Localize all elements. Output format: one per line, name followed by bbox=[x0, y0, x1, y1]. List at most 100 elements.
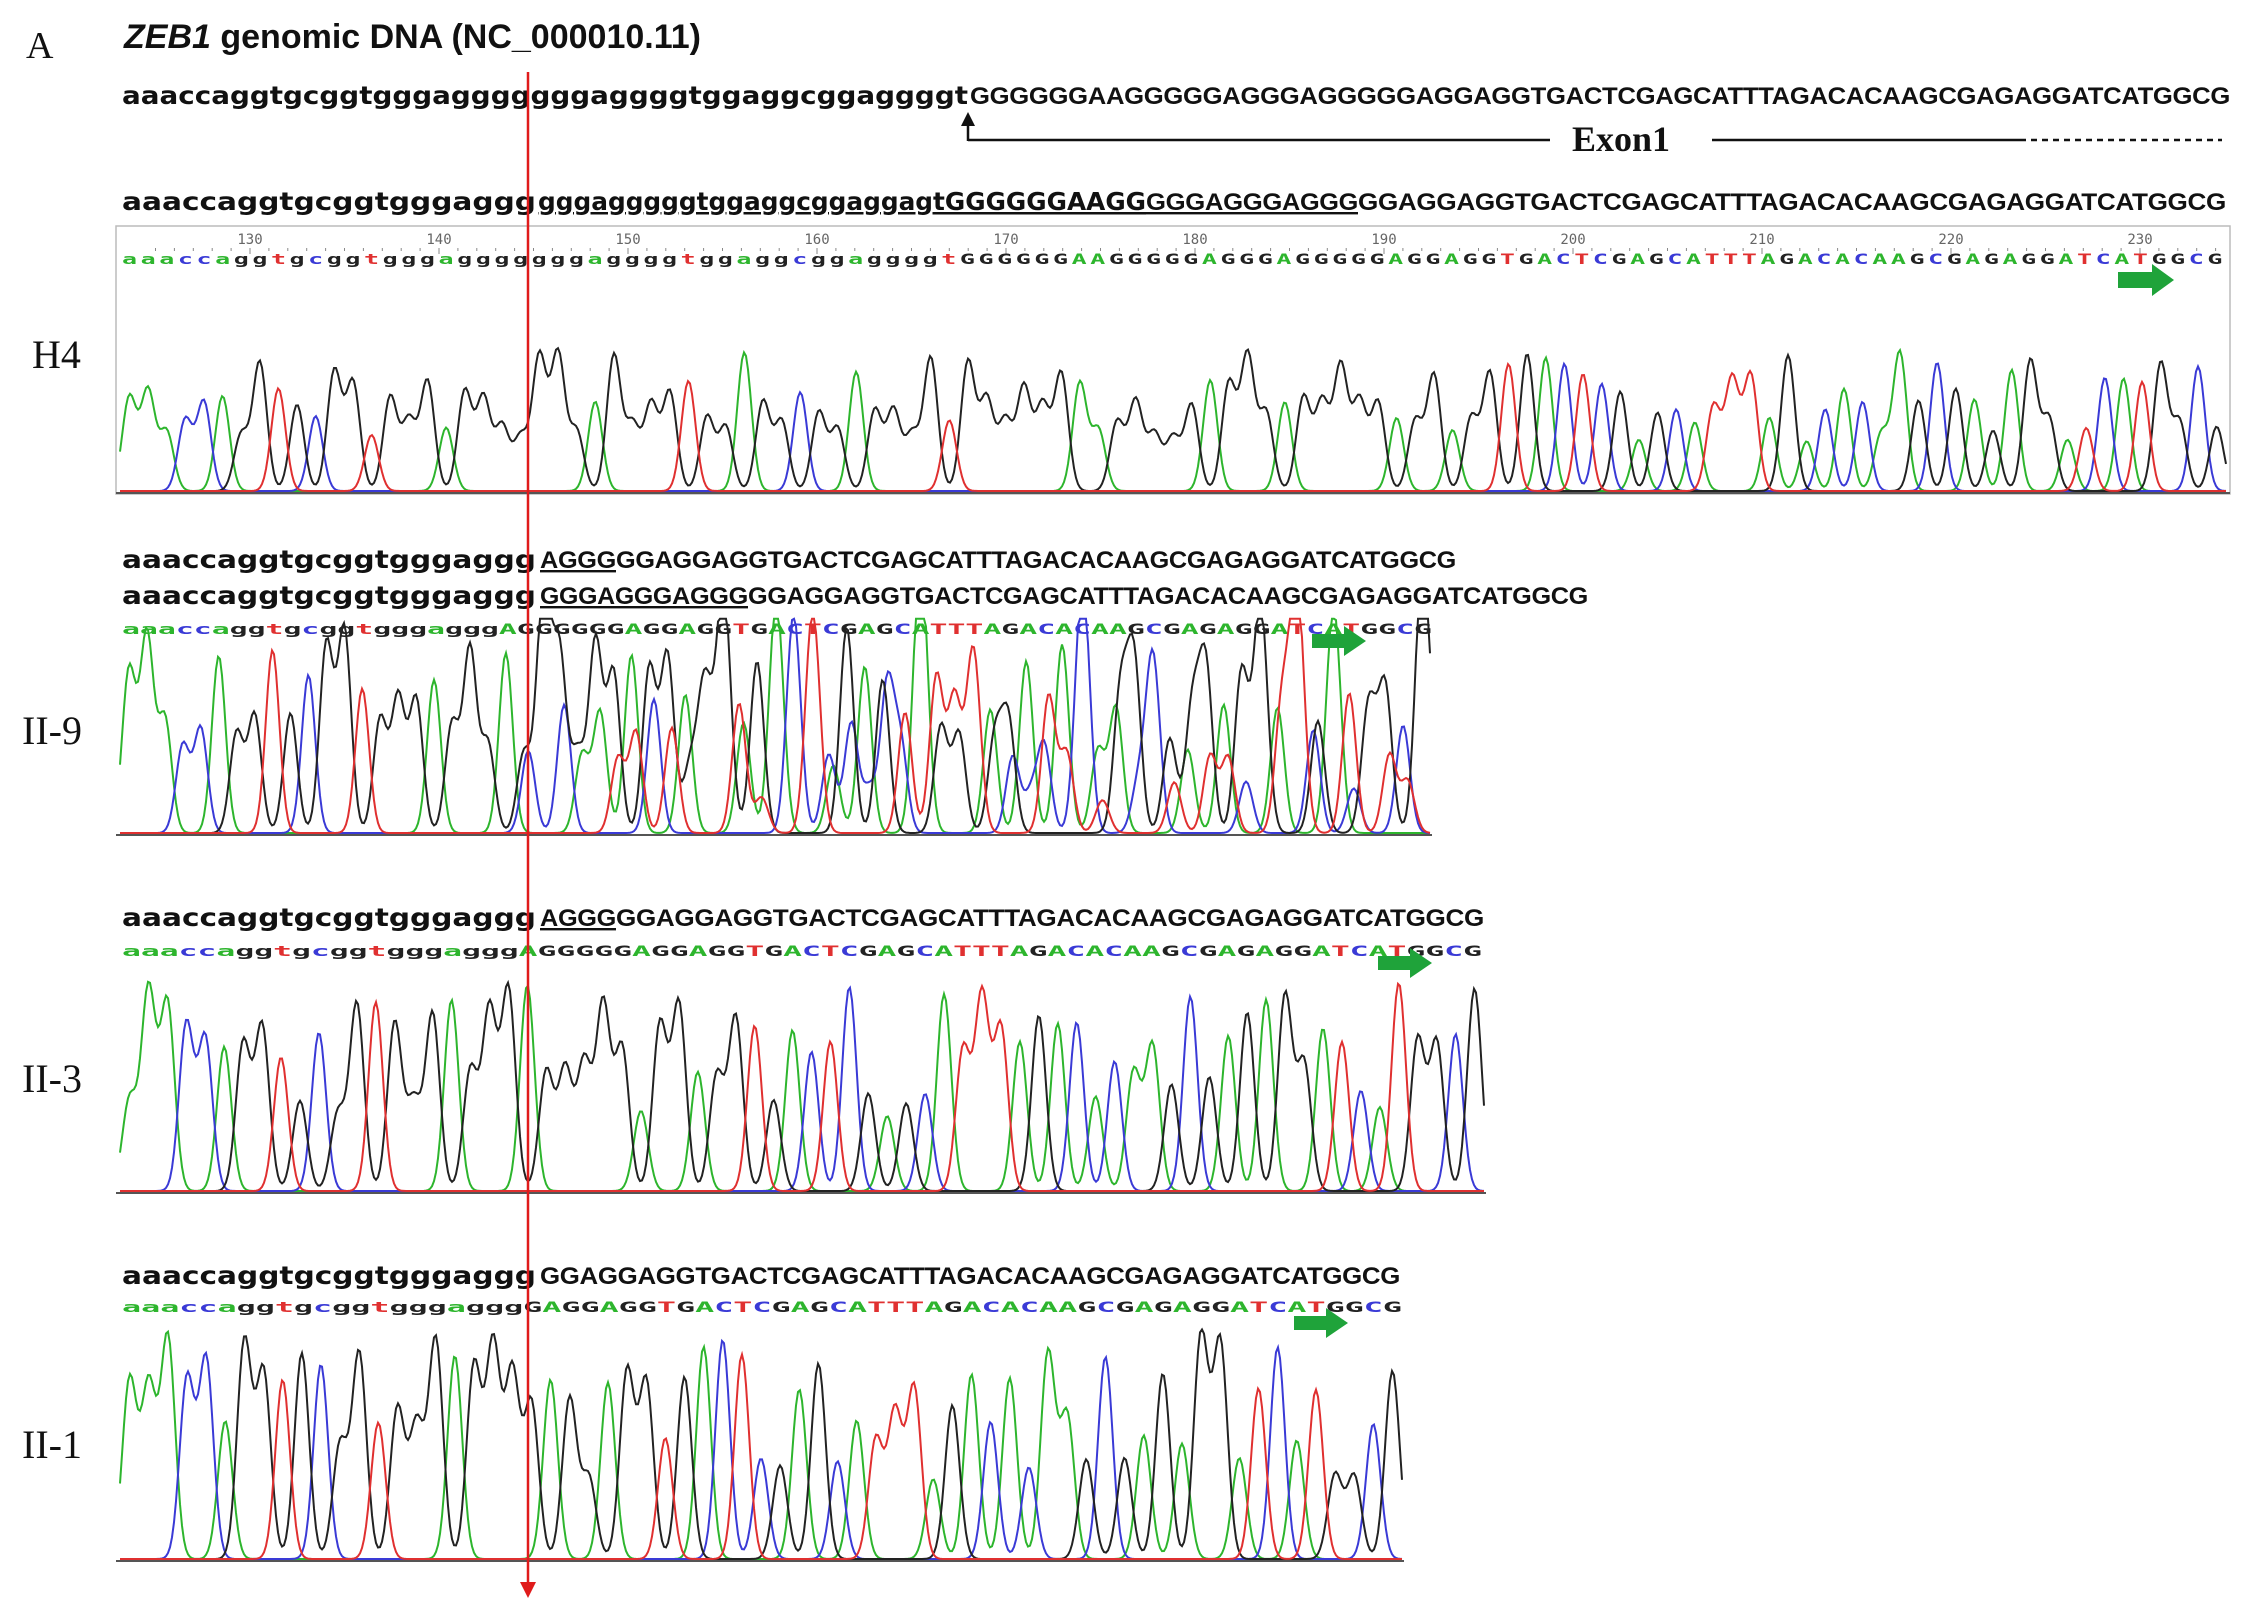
called-base: g bbox=[662, 252, 681, 268]
called-base: a bbox=[439, 252, 458, 268]
called-base: g bbox=[230, 622, 248, 638]
called-base: T bbox=[1723, 252, 1742, 268]
called-base: g bbox=[386, 944, 405, 960]
called-base: c bbox=[792, 252, 811, 268]
called-base: A bbox=[1218, 944, 1238, 960]
called-base: c bbox=[198, 1300, 217, 1316]
called-base: G bbox=[1360, 622, 1378, 638]
called-base: g bbox=[256, 1300, 275, 1316]
called-base: T bbox=[965, 622, 983, 638]
called-base: G bbox=[581, 1300, 600, 1316]
called-base: C bbox=[1096, 1300, 1115, 1316]
called-base: G bbox=[660, 622, 678, 638]
called-base: g bbox=[885, 252, 904, 268]
called-base: a bbox=[158, 622, 176, 638]
called-base: G bbox=[1183, 252, 1202, 268]
called-base: t bbox=[368, 944, 387, 960]
called-base: g bbox=[235, 944, 254, 960]
ii1-atg-arrow-icon bbox=[1294, 1308, 1348, 1338]
ii3-trace bbox=[119, 979, 1485, 1193]
called-base: A bbox=[1537, 252, 1556, 268]
called-base: g bbox=[904, 252, 923, 268]
called-base: G bbox=[556, 944, 575, 960]
ii1-seq-prefix: aaaccaggtgcggtgggaggg bbox=[122, 1261, 536, 1290]
called-base: A bbox=[624, 622, 643, 638]
ruler-number: 210 bbox=[1749, 232, 1774, 248]
called-base: g bbox=[811, 252, 830, 268]
h4-red-segment: GGGAGGG bbox=[1146, 189, 1282, 216]
called-base: T bbox=[732, 622, 750, 638]
called-base: G bbox=[726, 944, 745, 960]
ii1-trace bbox=[119, 1327, 1403, 1560]
called-base: G bbox=[1293, 944, 1312, 960]
called-base: G bbox=[1258, 252, 1277, 268]
called-base: C bbox=[829, 1300, 848, 1316]
called-base: A bbox=[2058, 252, 2077, 268]
called-base: T bbox=[972, 944, 991, 960]
trace-t bbox=[120, 1350, 1402, 1560]
called-base: T bbox=[804, 622, 822, 638]
called-base: g bbox=[476, 252, 495, 268]
called-base: A bbox=[1312, 944, 1332, 960]
h4-position-ruler: 130 140 150 160 170 180 190 200 210 220 230 bbox=[155, 232, 2217, 254]
called-base: G bbox=[561, 1300, 580, 1316]
called-base: T bbox=[1742, 252, 1761, 268]
called-base: C bbox=[2189, 252, 2208, 268]
called-base: T bbox=[745, 944, 764, 960]
called-base: A bbox=[983, 622, 1002, 638]
called-base: t bbox=[271, 252, 290, 268]
called-base: A bbox=[695, 1300, 715, 1316]
called-base: T bbox=[1574, 252, 1593, 268]
trace-c bbox=[120, 1338, 1403, 1560]
called-base: T bbox=[905, 1300, 924, 1316]
ruler-number: 220 bbox=[1938, 232, 1963, 248]
trace-a bbox=[119, 347, 2226, 493]
called-base: g bbox=[755, 252, 774, 268]
ii1-chromatogram-panel: aaaccaggtgcggtgggagggGAGGAGGTGACTCGAGCAT… bbox=[116, 1300, 1404, 1562]
called-base: G bbox=[1034, 252, 1053, 268]
called-base: g bbox=[248, 622, 266, 638]
called-base: T bbox=[821, 944, 840, 960]
called-base: G bbox=[1239, 252, 1258, 268]
called-base: G bbox=[772, 1300, 791, 1316]
called-base: a bbox=[216, 944, 235, 960]
called-base: g bbox=[867, 252, 886, 268]
called-base: G bbox=[2170, 252, 2189, 268]
called-base: t bbox=[364, 252, 383, 268]
trace-g bbox=[120, 1327, 1403, 1560]
called-base: a bbox=[212, 622, 230, 638]
called-base: C bbox=[1037, 622, 1055, 638]
called-base: g bbox=[569, 252, 588, 268]
called-base: c bbox=[194, 622, 212, 638]
called-base: A bbox=[2003, 252, 2022, 268]
called-base: T bbox=[733, 1300, 752, 1316]
called-base: t bbox=[275, 1300, 294, 1316]
called-base: C bbox=[1104, 944, 1123, 960]
h4-red-line: GGGAGGG bbox=[1146, 189, 1282, 216]
called-base: g bbox=[462, 944, 481, 960]
trace-a bbox=[119, 617, 1430, 835]
called-base: a bbox=[122, 622, 140, 638]
called-base: G bbox=[1146, 252, 1165, 268]
sample-label-h4: H4 bbox=[32, 332, 81, 377]
called-base: G bbox=[896, 944, 915, 960]
called-base: A bbox=[1181, 622, 1200, 638]
sample-label-ii3: II-3 bbox=[22, 1056, 82, 1101]
sample-label-ii1: II-1 bbox=[22, 1422, 82, 1467]
ruler-number: 170 bbox=[993, 232, 1018, 248]
ii9-seq1: aaaccaggtgcggtgggaggg bbox=[122, 545, 536, 574]
called-base: G bbox=[553, 622, 571, 638]
called-base: A bbox=[848, 1300, 868, 1316]
called-base: G bbox=[1253, 622, 1271, 638]
called-base: g bbox=[532, 252, 551, 268]
called-base: g bbox=[463, 622, 481, 638]
called-base: A bbox=[1255, 944, 1275, 960]
sample-label-ii9: II-9 bbox=[22, 708, 82, 753]
ii9-seq2-blue: AGGG bbox=[672, 583, 748, 610]
h4-atg-arrow-icon bbox=[2118, 264, 2174, 296]
called-base: G bbox=[1127, 252, 1146, 268]
called-base: G bbox=[943, 1300, 962, 1316]
h4-blue-line: AGGG bbox=[1282, 189, 1358, 216]
called-base: A bbox=[1109, 622, 1128, 638]
